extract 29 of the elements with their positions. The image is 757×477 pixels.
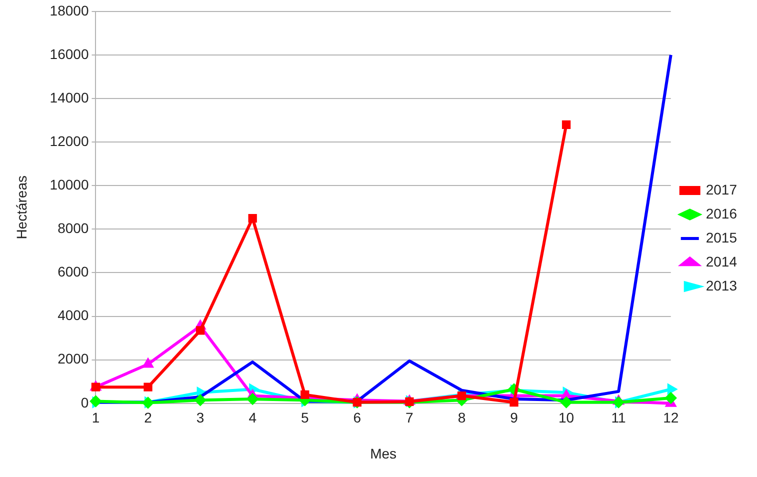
y-tick-label: 6000 <box>58 264 89 280</box>
y-tick-label: 8000 <box>58 220 89 236</box>
y-tick-label: 2000 <box>58 350 89 367</box>
legend-label: 2016 <box>706 205 738 222</box>
x-tick-label: 2 <box>144 410 152 426</box>
y-axis-title: Hectáreas <box>13 175 30 240</box>
x-axis-title: Mes <box>370 445 397 462</box>
x-tick-label: 12 <box>663 410 679 426</box>
y-tick-label: 4000 <box>58 307 89 324</box>
x-tick-label: 7 <box>406 410 414 426</box>
y-tick-label: 0 <box>80 394 89 410</box>
legend-label: 2017 <box>706 181 738 198</box>
x-tick-label: 1 <box>92 410 100 426</box>
y-tick-label: 10000 <box>50 176 89 192</box>
legend-label: 2014 <box>706 253 738 270</box>
x-tick-label: 10 <box>558 410 574 426</box>
x-tick-label: 5 <box>300 410 309 426</box>
x-tick-label: 6 <box>353 410 362 426</box>
y-tick-label: 12000 <box>50 132 89 149</box>
x-tick-label: 11 <box>611 410 626 426</box>
x-tick-label: 9 <box>510 410 518 426</box>
y-tick-label: 14000 <box>50 89 89 106</box>
x-tick-label: 3 <box>196 410 204 426</box>
y-tick-label: 18000 <box>50 2 89 18</box>
x-tick-label: 8 <box>458 410 466 426</box>
x-tick-label: 4 <box>248 410 257 426</box>
legend-label: 2013 <box>706 277 738 294</box>
legend-label: 2015 <box>706 229 738 246</box>
y-tick-label: 16000 <box>50 46 89 62</box>
